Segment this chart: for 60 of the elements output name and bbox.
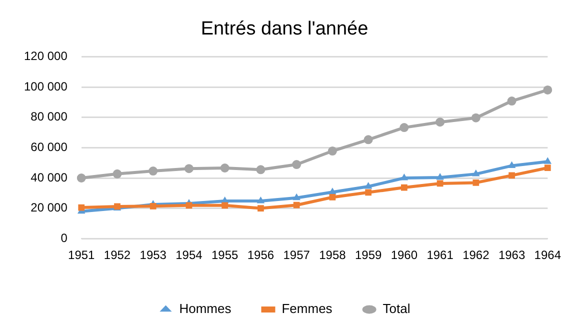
y-tick-label: 80 000: [30, 110, 68, 124]
point: [365, 189, 372, 196]
x-tick-label: 1956: [247, 248, 274, 262]
point: [329, 194, 336, 200]
point: [544, 157, 552, 164]
x-tick-label: 1952: [104, 248, 131, 262]
x-tick-label: 1961: [426, 248, 454, 262]
x-tick-label: 1962: [462, 248, 490, 262]
point: [186, 202, 192, 209]
y-tick-label: 100 000: [24, 79, 68, 94]
point: [76, 174, 86, 182]
point: [364, 135, 373, 144]
x-tick-label: 1958: [319, 248, 346, 262]
point: [543, 85, 552, 94]
point: [436, 173, 444, 180]
x-tick-label: 1963: [498, 248, 526, 262]
point: [400, 123, 409, 132]
point: [472, 180, 480, 186]
legend-label: Total: [382, 301, 410, 316]
legend-label: Hommes: [179, 301, 232, 316]
point: [256, 165, 266, 174]
point: [507, 96, 516, 106]
point: [258, 205, 264, 212]
y-tick-label: 40 000: [30, 170, 68, 184]
x-tick-label: 1960: [390, 248, 418, 262]
point: [328, 188, 336, 194]
point: [256, 196, 265, 204]
point: [544, 164, 551, 172]
x-tick-label: 1964: [534, 248, 562, 262]
point: [471, 113, 480, 122]
point: [150, 202, 156, 210]
point: [222, 202, 228, 209]
x-tick-label: 1951: [68, 248, 96, 262]
point: [400, 174, 408, 180]
point: [220, 164, 230, 172]
x-tick-label: 1955: [211, 248, 239, 262]
point: [401, 184, 408, 191]
x-tick-label: 1957: [283, 248, 310, 262]
y-tick-label: 60 000: [30, 140, 68, 154]
point: [184, 164, 194, 174]
point: [472, 170, 480, 176]
point: [364, 182, 372, 189]
y-tick-label: 0: [60, 230, 68, 245]
point: [148, 166, 158, 176]
x-tick-label: 1954: [176, 248, 203, 262]
y-tick-label: 120 000: [24, 49, 68, 64]
point: [292, 193, 300, 200]
point: [328, 146, 337, 156]
point: [436, 118, 445, 127]
point: [293, 202, 300, 208]
point: [112, 169, 122, 178]
x-tick-label: 1959: [354, 248, 382, 262]
point: [292, 160, 302, 170]
chart-title: Entrés dans l'année: [200, 18, 368, 40]
point: [508, 172, 515, 179]
point: [508, 161, 516, 168]
point: [78, 204, 85, 211]
legend-label: Femmes: [282, 301, 333, 316]
y-tick-label: 20 000: [30, 200, 68, 215]
x-tick-label: 1953: [140, 248, 167, 262]
